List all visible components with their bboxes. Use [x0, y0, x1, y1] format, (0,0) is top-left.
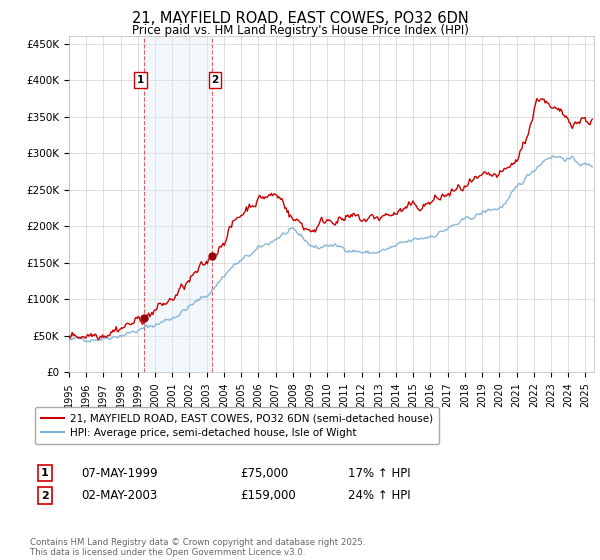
Text: 17% ↑ HPI: 17% ↑ HPI [348, 466, 410, 480]
Text: 21, MAYFIELD ROAD, EAST COWES, PO32 6DN: 21, MAYFIELD ROAD, EAST COWES, PO32 6DN [131, 11, 469, 26]
Text: 2: 2 [41, 491, 49, 501]
Text: £159,000: £159,000 [240, 489, 296, 502]
Text: Contains HM Land Registry data © Crown copyright and database right 2025.
This d: Contains HM Land Registry data © Crown c… [30, 538, 365, 557]
Text: 1: 1 [137, 75, 144, 85]
Text: 1: 1 [41, 468, 49, 478]
Text: 2: 2 [211, 75, 218, 85]
Text: Price paid vs. HM Land Registry's House Price Index (HPI): Price paid vs. HM Land Registry's House … [131, 24, 469, 37]
Text: £75,000: £75,000 [240, 466, 288, 480]
Bar [144, 36, 212, 372]
Text: 24% ↑ HPI: 24% ↑ HPI [348, 489, 410, 502]
Text: 07-MAY-1999: 07-MAY-1999 [81, 466, 158, 480]
Text: 02-MAY-2003: 02-MAY-2003 [81, 489, 157, 502]
Legend: 21, MAYFIELD ROAD, EAST COWES, PO32 6DN (semi-detached house), HPI: Average pric: 21, MAYFIELD ROAD, EAST COWES, PO32 6DN … [35, 407, 439, 444]
